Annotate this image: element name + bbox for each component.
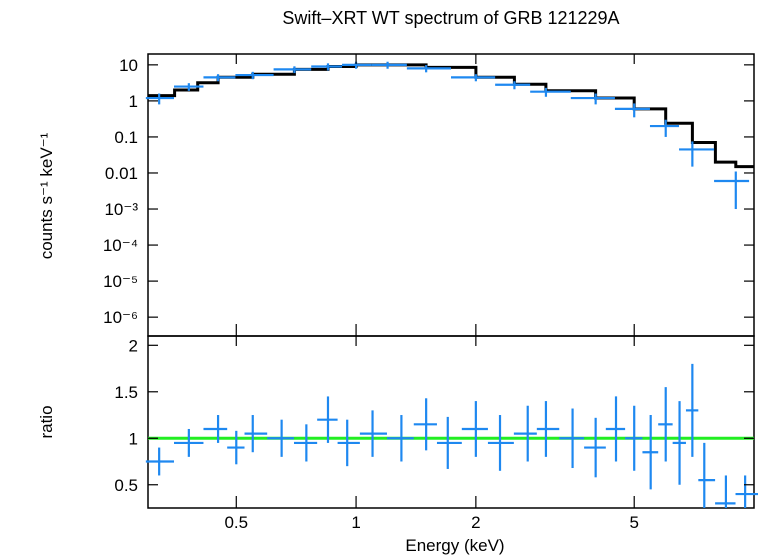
ratio-point [559, 408, 585, 469]
ratio-panel: 2 1.5 1 0.5 0.5 1 2 5 ratio Energy (keV) [37, 335, 758, 555]
spectrum-y-ticks: 10 1 0.1 0.01 10⁻³ 10⁻⁴ 10⁻⁵ 10⁻⁶ [103, 56, 754, 327]
ratio-y-tick-label: 2 [129, 336, 138, 355]
ratio-point [735, 475, 758, 508]
spectrum-point [203, 74, 236, 82]
spectrum-point [371, 61, 407, 69]
ratio-point [359, 410, 387, 457]
ratio-point [461, 401, 488, 457]
spectrum-point [174, 83, 204, 91]
spectrum-y-tick-label: 10⁻³ [104, 200, 138, 219]
ratio-point [605, 396, 626, 462]
ratio-point [625, 405, 643, 471]
spectrum-point [406, 65, 451, 73]
spectrum-y-axis-label: counts s⁻¹ keV⁻¹ [37, 132, 56, 259]
ratio-point [174, 428, 204, 457]
x-tick-label: 5 [629, 513, 638, 532]
ratio-y-tick-label: 1.5 [114, 383, 138, 402]
spectrum-point [495, 81, 531, 90]
ratio-point [436, 416, 462, 469]
chart-title: Swift–XRT WT spectrum of GRB 121229A [282, 8, 619, 28]
ratio-point [487, 415, 514, 471]
ratio-y-tick-label: 1 [129, 429, 138, 448]
spectrum-point [530, 87, 571, 97]
ratio-x-ticks: 0.5 1 2 5 [224, 336, 639, 532]
ratio-point [145, 447, 175, 476]
ratio-point [386, 415, 414, 462]
spectrum-y-tick-label: 0.01 [105, 164, 138, 183]
spectrum-data-group [145, 61, 750, 210]
model-curve-group [148, 63, 754, 169]
ratio-y-axis-label: ratio [37, 405, 56, 438]
spectrum-point [451, 74, 496, 82]
spectrum-y-tick-label: 10 [119, 56, 138, 75]
ratio-point [244, 415, 268, 453]
spectrum-panel: 10 1 0.1 0.01 10⁻³ 10⁻⁴ 10⁻⁵ 10⁻⁶ counts s⁻¹ ke… [37, 53, 755, 337]
ratio-point [293, 424, 318, 462]
spectrum-y-tick-label: 1 [129, 92, 138, 111]
model-curve [148, 63, 754, 169]
ratio-point [317, 396, 338, 443]
ratio-y-tick-label: 0.5 [114, 476, 138, 495]
x-tick-label: 0.5 [224, 513, 248, 532]
x-tick-label: 1 [351, 513, 360, 532]
ratio-point [337, 419, 360, 467]
ratio-point [715, 475, 736, 508]
spectrum-point [649, 119, 680, 137]
spectrum-point [679, 141, 715, 167]
spectrum-point [273, 66, 312, 74]
ratio-point [227, 430, 245, 465]
x-tick-label: 2 [471, 513, 480, 532]
spectrum-point [714, 171, 750, 210]
spectrum-point [145, 93, 175, 105]
spectrum-point [235, 71, 274, 80]
ratio-point [584, 417, 606, 478]
spectrum-point [614, 103, 650, 118]
ratio-point [267, 419, 294, 457]
ratio-point [413, 398, 437, 451]
ratio-point [642, 415, 659, 490]
ratio-plot-frame [147, 335, 755, 509]
spectrum-y-tick-label: 10⁻⁶ [103, 308, 138, 327]
spectrum-x-ticks [235, 54, 635, 336]
ratio-point [203, 415, 228, 443]
spectrum-plot-frame [147, 53, 755, 337]
ratio-point [658, 387, 673, 462]
ratio-point [513, 405, 537, 462]
ratio-data-group [145, 363, 758, 508]
ratio-point [698, 442, 716, 508]
ratio-point [685, 363, 699, 457]
ratio-point [672, 401, 686, 485]
spectrum-point [570, 93, 615, 105]
spectrum-point [311, 63, 343, 71]
spectrum-y-tick-label: 10⁻⁵ [103, 272, 138, 291]
ratio-point [536, 401, 560, 457]
spectrum-y-tick-label: 0.1 [114, 128, 138, 147]
ratio-y-ticks: 2 1.5 1 0.5 [114, 336, 754, 495]
x-axis-label: Energy (keV) [405, 536, 504, 555]
spectrum-y-tick-label: 10⁻⁴ [103, 236, 138, 255]
